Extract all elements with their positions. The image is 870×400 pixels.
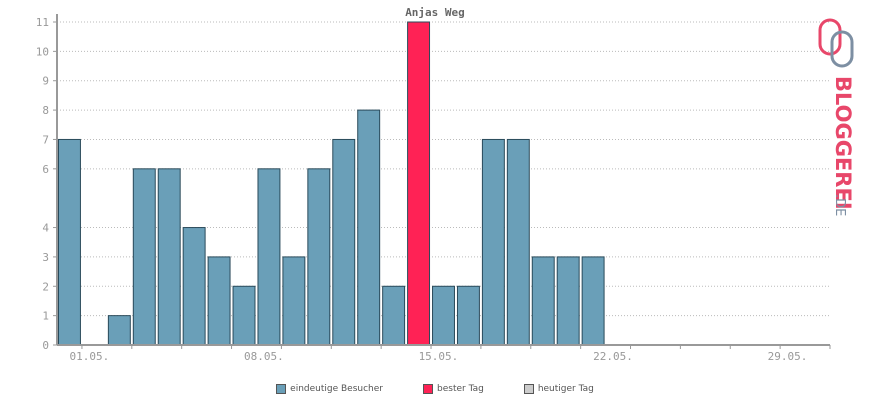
bar — [132, 168, 156, 346]
bar-best-day — [407, 21, 431, 346]
x-tick-label: 29.05. — [768, 350, 808, 363]
bar — [506, 138, 530, 346]
legend-item-best-day: bester Tag — [423, 384, 484, 394]
legend-item-today: heutiger Tag — [523, 384, 594, 394]
bar — [357, 109, 381, 346]
bar — [332, 138, 356, 346]
bar — [232, 285, 256, 346]
bar — [107, 315, 131, 346]
y-tick-label: 3 — [42, 251, 49, 264]
bar — [456, 285, 480, 346]
chart-title: Anjas Weg — [405, 6, 465, 19]
legend-swatch-best-day — [423, 384, 433, 394]
y-tick-label: 2 — [42, 280, 49, 293]
logo-suffix: .DE — [832, 194, 847, 216]
legend-label-today: heutiger Tag — [537, 384, 594, 394]
y-tick-label: 8 — [42, 104, 49, 117]
x-tick-labels: 01.05. 08.05. 15.05. 22.05. 29.05. — [69, 345, 831, 363]
y-tick-label: 6 — [42, 163, 49, 176]
bar — [481, 138, 505, 346]
y-tick-label: 4 — [42, 222, 49, 235]
visitor-bar-chart: Anjas Weg 0 1 2 3 4 6 7 8 9 10 11 01.05. 08.05. 15.0… — [36, 6, 831, 363]
y-tick-label: 11 — [36, 16, 49, 29]
bar — [157, 168, 181, 346]
bar — [581, 256, 605, 346]
bar — [207, 256, 231, 346]
bar — [382, 285, 406, 346]
y-tick-label: 9 — [42, 75, 49, 88]
bar — [57, 138, 81, 346]
legend-label-visitors: eindeutige Besucher — [290, 384, 383, 394]
axes — [56, 14, 830, 346]
x-tick-label: 15.05. — [419, 350, 459, 363]
legend-label-best-day: bester Tag — [437, 384, 484, 394]
bars — [57, 21, 605, 346]
bar — [556, 256, 580, 346]
bar — [307, 168, 331, 346]
y-tick-label: 7 — [42, 133, 49, 146]
y-tick-label: 10 — [36, 45, 49, 58]
bar — [531, 256, 555, 346]
chart-legend: eindeutige Besucher bester Tag heutiger … — [0, 384, 870, 394]
bar — [257, 168, 281, 346]
legend-swatch-visitors — [276, 384, 287, 394]
bloggerei-logo: BLOGGEREI .DE — [806, 18, 866, 218]
legend-item-visitors: eindeutige Besucher — [276, 384, 383, 394]
x-tick-label: 08.05. — [244, 350, 284, 363]
bar — [282, 256, 306, 346]
x-tick-label: 01.05. — [69, 350, 109, 363]
logo-text: BLOGGEREI — [831, 76, 855, 210]
y-tick-labels: 0 1 2 3 4 6 7 8 9 10 11 — [36, 16, 57, 352]
legend-swatch-today — [523, 384, 534, 394]
bar — [432, 285, 455, 346]
bar — [182, 227, 206, 346]
x-tick-label: 22.05. — [593, 350, 633, 363]
y-tick-label: 0 — [42, 339, 49, 352]
y-tick-label: 1 — [42, 310, 49, 323]
